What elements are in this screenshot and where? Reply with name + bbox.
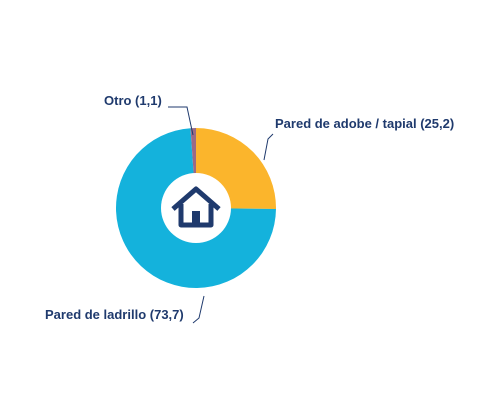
label-pared-adobe: Pared de adobe / tapial (25,2) [275,116,454,131]
leader-line-otro [168,106,194,136]
house-icon [171,186,221,228]
label-otro: Otro (1,1) [104,93,162,108]
label-pared-ladrillo: Pared de ladrillo (73,7) [45,307,184,322]
leader-line-adobe [263,133,274,161]
leader-line-ladrillo [192,295,205,324]
donut-hole [161,173,231,243]
